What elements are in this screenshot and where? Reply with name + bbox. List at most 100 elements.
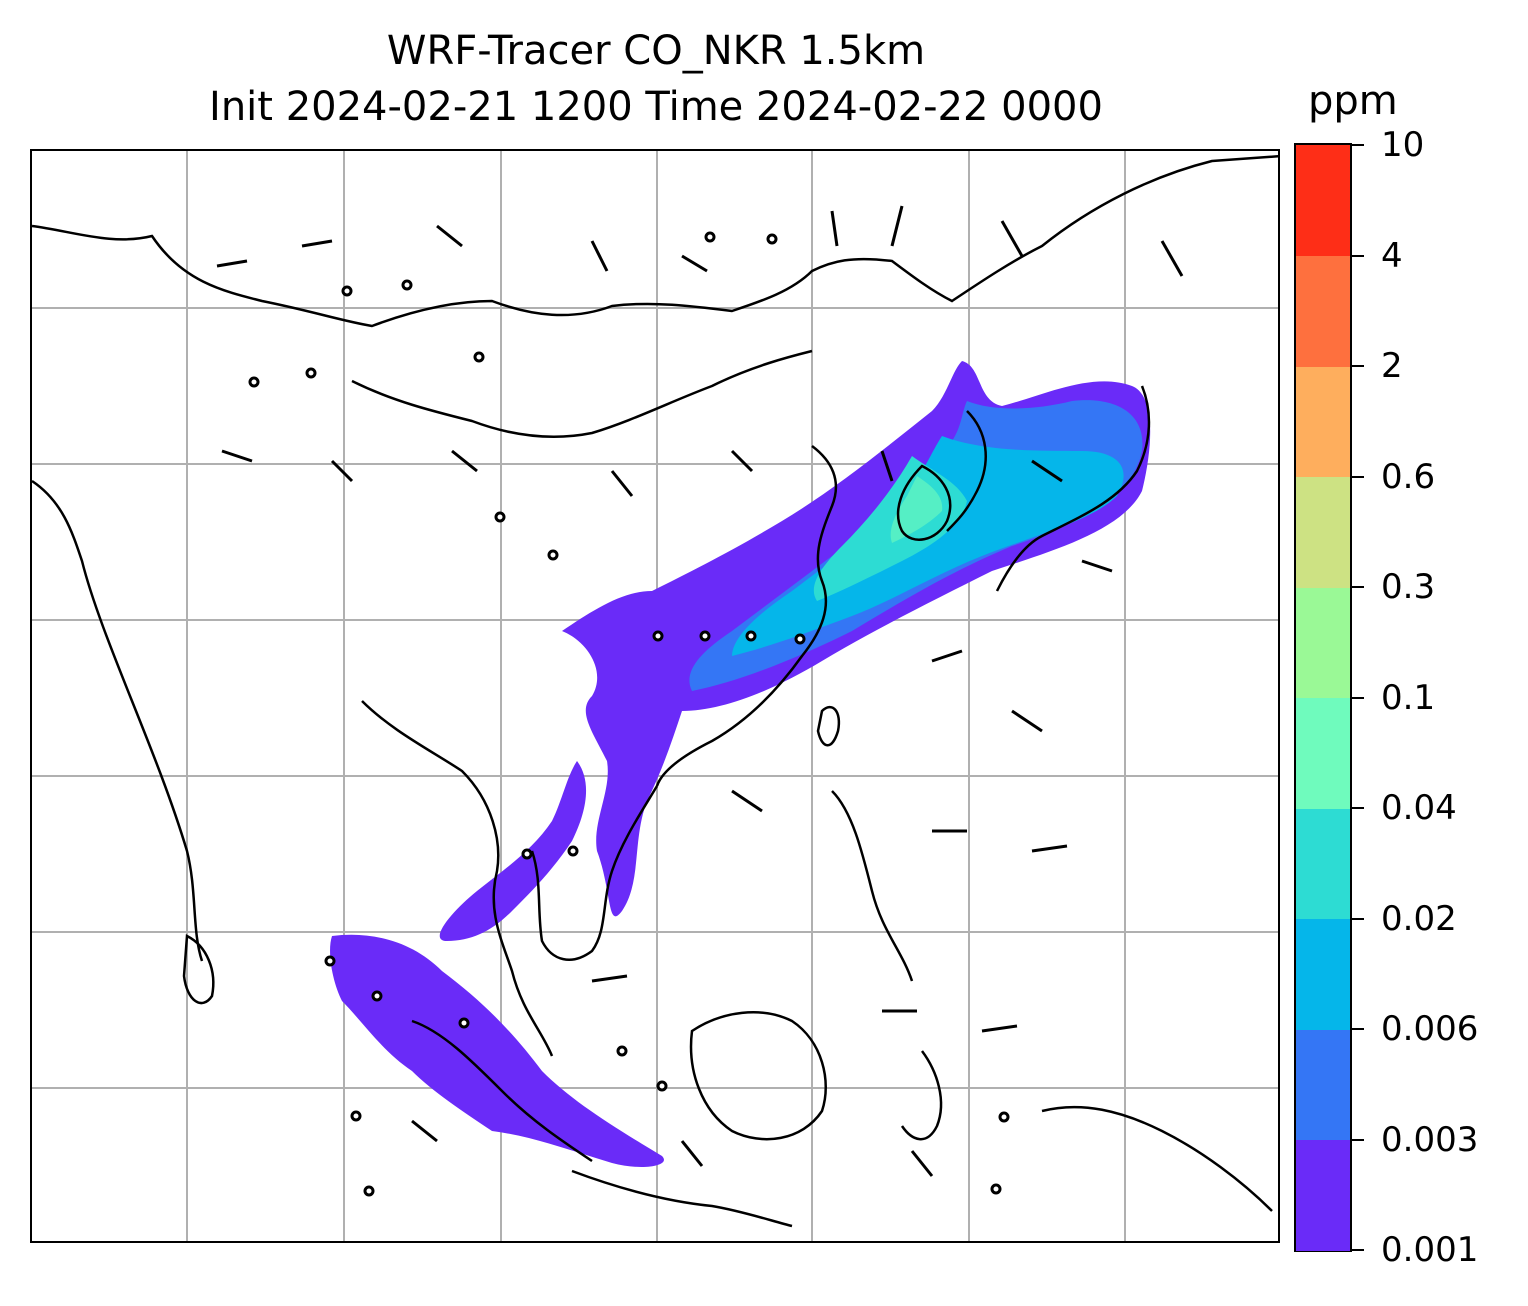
calm-marker bbox=[341, 285, 353, 297]
coast-korea bbox=[946, 410, 987, 532]
wind-barb bbox=[1081, 559, 1113, 573]
colorbar-tick-label: 0.1 bbox=[1381, 677, 1436, 718]
wind-barb bbox=[981, 1024, 1018, 1033]
calm-marker bbox=[305, 367, 317, 379]
coast-bohai bbox=[896, 464, 952, 541]
wind-barb bbox=[216, 259, 248, 268]
coast-japan bbox=[995, 385, 1151, 592]
colorbar-tick-mark bbox=[1352, 144, 1364, 146]
wind-barb bbox=[731, 789, 763, 813]
calm-marker bbox=[401, 279, 413, 291]
colorbar-tick-mark bbox=[1352, 1138, 1364, 1141]
colorbar-tick-mark bbox=[1352, 1249, 1364, 1251]
coast-newguinea bbox=[1041, 1105, 1273, 1212]
plume-sumatra bbox=[330, 934, 664, 1167]
wind-barb bbox=[451, 449, 478, 473]
colorbar-tick-mark bbox=[1352, 917, 1364, 920]
coast-srilanka bbox=[182, 934, 215, 1005]
coast-sulawesi bbox=[900, 1050, 943, 1141]
calm-marker bbox=[699, 630, 711, 642]
calm-marker bbox=[363, 1185, 375, 1197]
calm-marker bbox=[794, 633, 806, 645]
title-line-2: Init 2024-02-21 1200 Time 2024-02-22 000… bbox=[209, 84, 1103, 130]
colorbar-segment bbox=[1296, 587, 1350, 698]
colorbar-tick-mark bbox=[1352, 254, 1364, 257]
calm-marker bbox=[521, 848, 533, 860]
coastlines bbox=[32, 155, 1278, 1228]
wind-barb bbox=[301, 239, 333, 248]
colorbar-tick-label: 0.04 bbox=[1381, 788, 1457, 828]
calm-marker bbox=[458, 1017, 470, 1029]
colorbar-tick-mark bbox=[1352, 807, 1364, 809]
calm-marker bbox=[547, 549, 559, 561]
wind-barb bbox=[880, 450, 894, 482]
colorbar-segment bbox=[1296, 255, 1350, 367]
coast-china-east bbox=[655, 445, 838, 787]
coast-indochina bbox=[361, 700, 554, 1057]
calm-marker bbox=[616, 1045, 628, 1057]
wind-barb bbox=[591, 974, 628, 983]
co-tracer-plume bbox=[330, 361, 1151, 1167]
colorbar-tick-mark bbox=[1352, 696, 1364, 699]
calm-marker bbox=[745, 630, 757, 642]
colorbar-tick-mark bbox=[1352, 365, 1364, 367]
calm-marker bbox=[494, 511, 506, 523]
colorbar-tick-mark bbox=[1352, 1028, 1364, 1030]
colorbar-segment bbox=[1296, 366, 1350, 477]
wind-barb bbox=[910, 1150, 934, 1177]
wind-barbs bbox=[216, 205, 1184, 1177]
colorbar-segment bbox=[1296, 145, 1350, 256]
colorbar-tick-label: 0.003 bbox=[1381, 1119, 1479, 1160]
calm-marker bbox=[652, 630, 664, 642]
colorbar-segment bbox=[1296, 476, 1350, 588]
colorbar-segment bbox=[1296, 808, 1350, 919]
wind-barb bbox=[411, 1119, 438, 1143]
wind-barb bbox=[221, 449, 253, 463]
wind-barb bbox=[681, 254, 708, 273]
wind-barb bbox=[890, 205, 904, 247]
map-panel bbox=[30, 149, 1280, 1243]
colorbar-tick-label: 2 bbox=[1381, 346, 1403, 386]
map-canvas bbox=[32, 151, 1278, 1241]
wind-barb bbox=[830, 210, 839, 247]
colorbar-segment bbox=[1296, 1139, 1350, 1251]
wind-barb bbox=[680, 1140, 704, 1167]
plume-south-tail bbox=[439, 761, 587, 941]
calm-marker bbox=[473, 351, 485, 363]
colorbar-tick-label: 0.006 bbox=[1381, 1009, 1479, 1049]
wind-barb bbox=[931, 649, 963, 663]
calm-marker bbox=[704, 231, 716, 243]
wind-barb bbox=[1011, 709, 1043, 733]
calm-marker bbox=[990, 1183, 1002, 1195]
colorbar bbox=[1294, 143, 1352, 1252]
calm-marker bbox=[324, 955, 336, 967]
coast-sumatra bbox=[411, 1019, 593, 1163]
coast-borneo bbox=[689, 1011, 827, 1141]
wind-barb bbox=[1160, 240, 1184, 277]
colorbar-tick-label: 10 bbox=[1381, 125, 1425, 165]
colorbar-unit: ppm bbox=[1308, 78, 1398, 124]
wind-barb bbox=[1031, 844, 1068, 853]
colorbar-segment bbox=[1296, 1029, 1350, 1140]
calm-marker bbox=[350, 1110, 362, 1122]
coast-russia-north bbox=[32, 155, 1278, 328]
calm-wind-markers bbox=[248, 231, 1010, 1197]
calm-marker bbox=[248, 376, 260, 388]
coast-lake-region bbox=[351, 349, 813, 439]
title-line-1: WRF-Tracer CO_NKR 1.5km bbox=[386, 28, 926, 74]
wind-barb bbox=[330, 459, 354, 483]
colorbar-segment bbox=[1296, 697, 1350, 809]
calm-marker bbox=[998, 1111, 1010, 1123]
coast-india bbox=[32, 479, 204, 962]
colorbar-tick-label: 0.001 bbox=[1381, 1230, 1479, 1270]
colorbar-tick-label: 0.6 bbox=[1381, 456, 1436, 497]
calm-marker bbox=[766, 233, 778, 245]
calm-marker bbox=[656, 1080, 668, 1092]
wind-barb bbox=[1000, 220, 1024, 257]
colorbar-segment bbox=[1296, 918, 1350, 1030]
calm-marker bbox=[567, 845, 579, 857]
calm-marker bbox=[371, 990, 383, 1002]
coast-philippines bbox=[831, 790, 914, 982]
colorbar-tick-label: 4 bbox=[1381, 235, 1403, 276]
wind-barb bbox=[590, 240, 609, 272]
